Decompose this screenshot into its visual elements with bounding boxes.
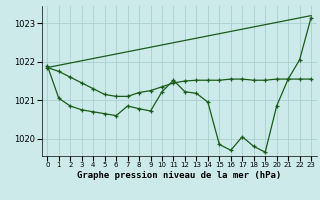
- X-axis label: Graphe pression niveau de la mer (hPa): Graphe pression niveau de la mer (hPa): [77, 171, 281, 180]
